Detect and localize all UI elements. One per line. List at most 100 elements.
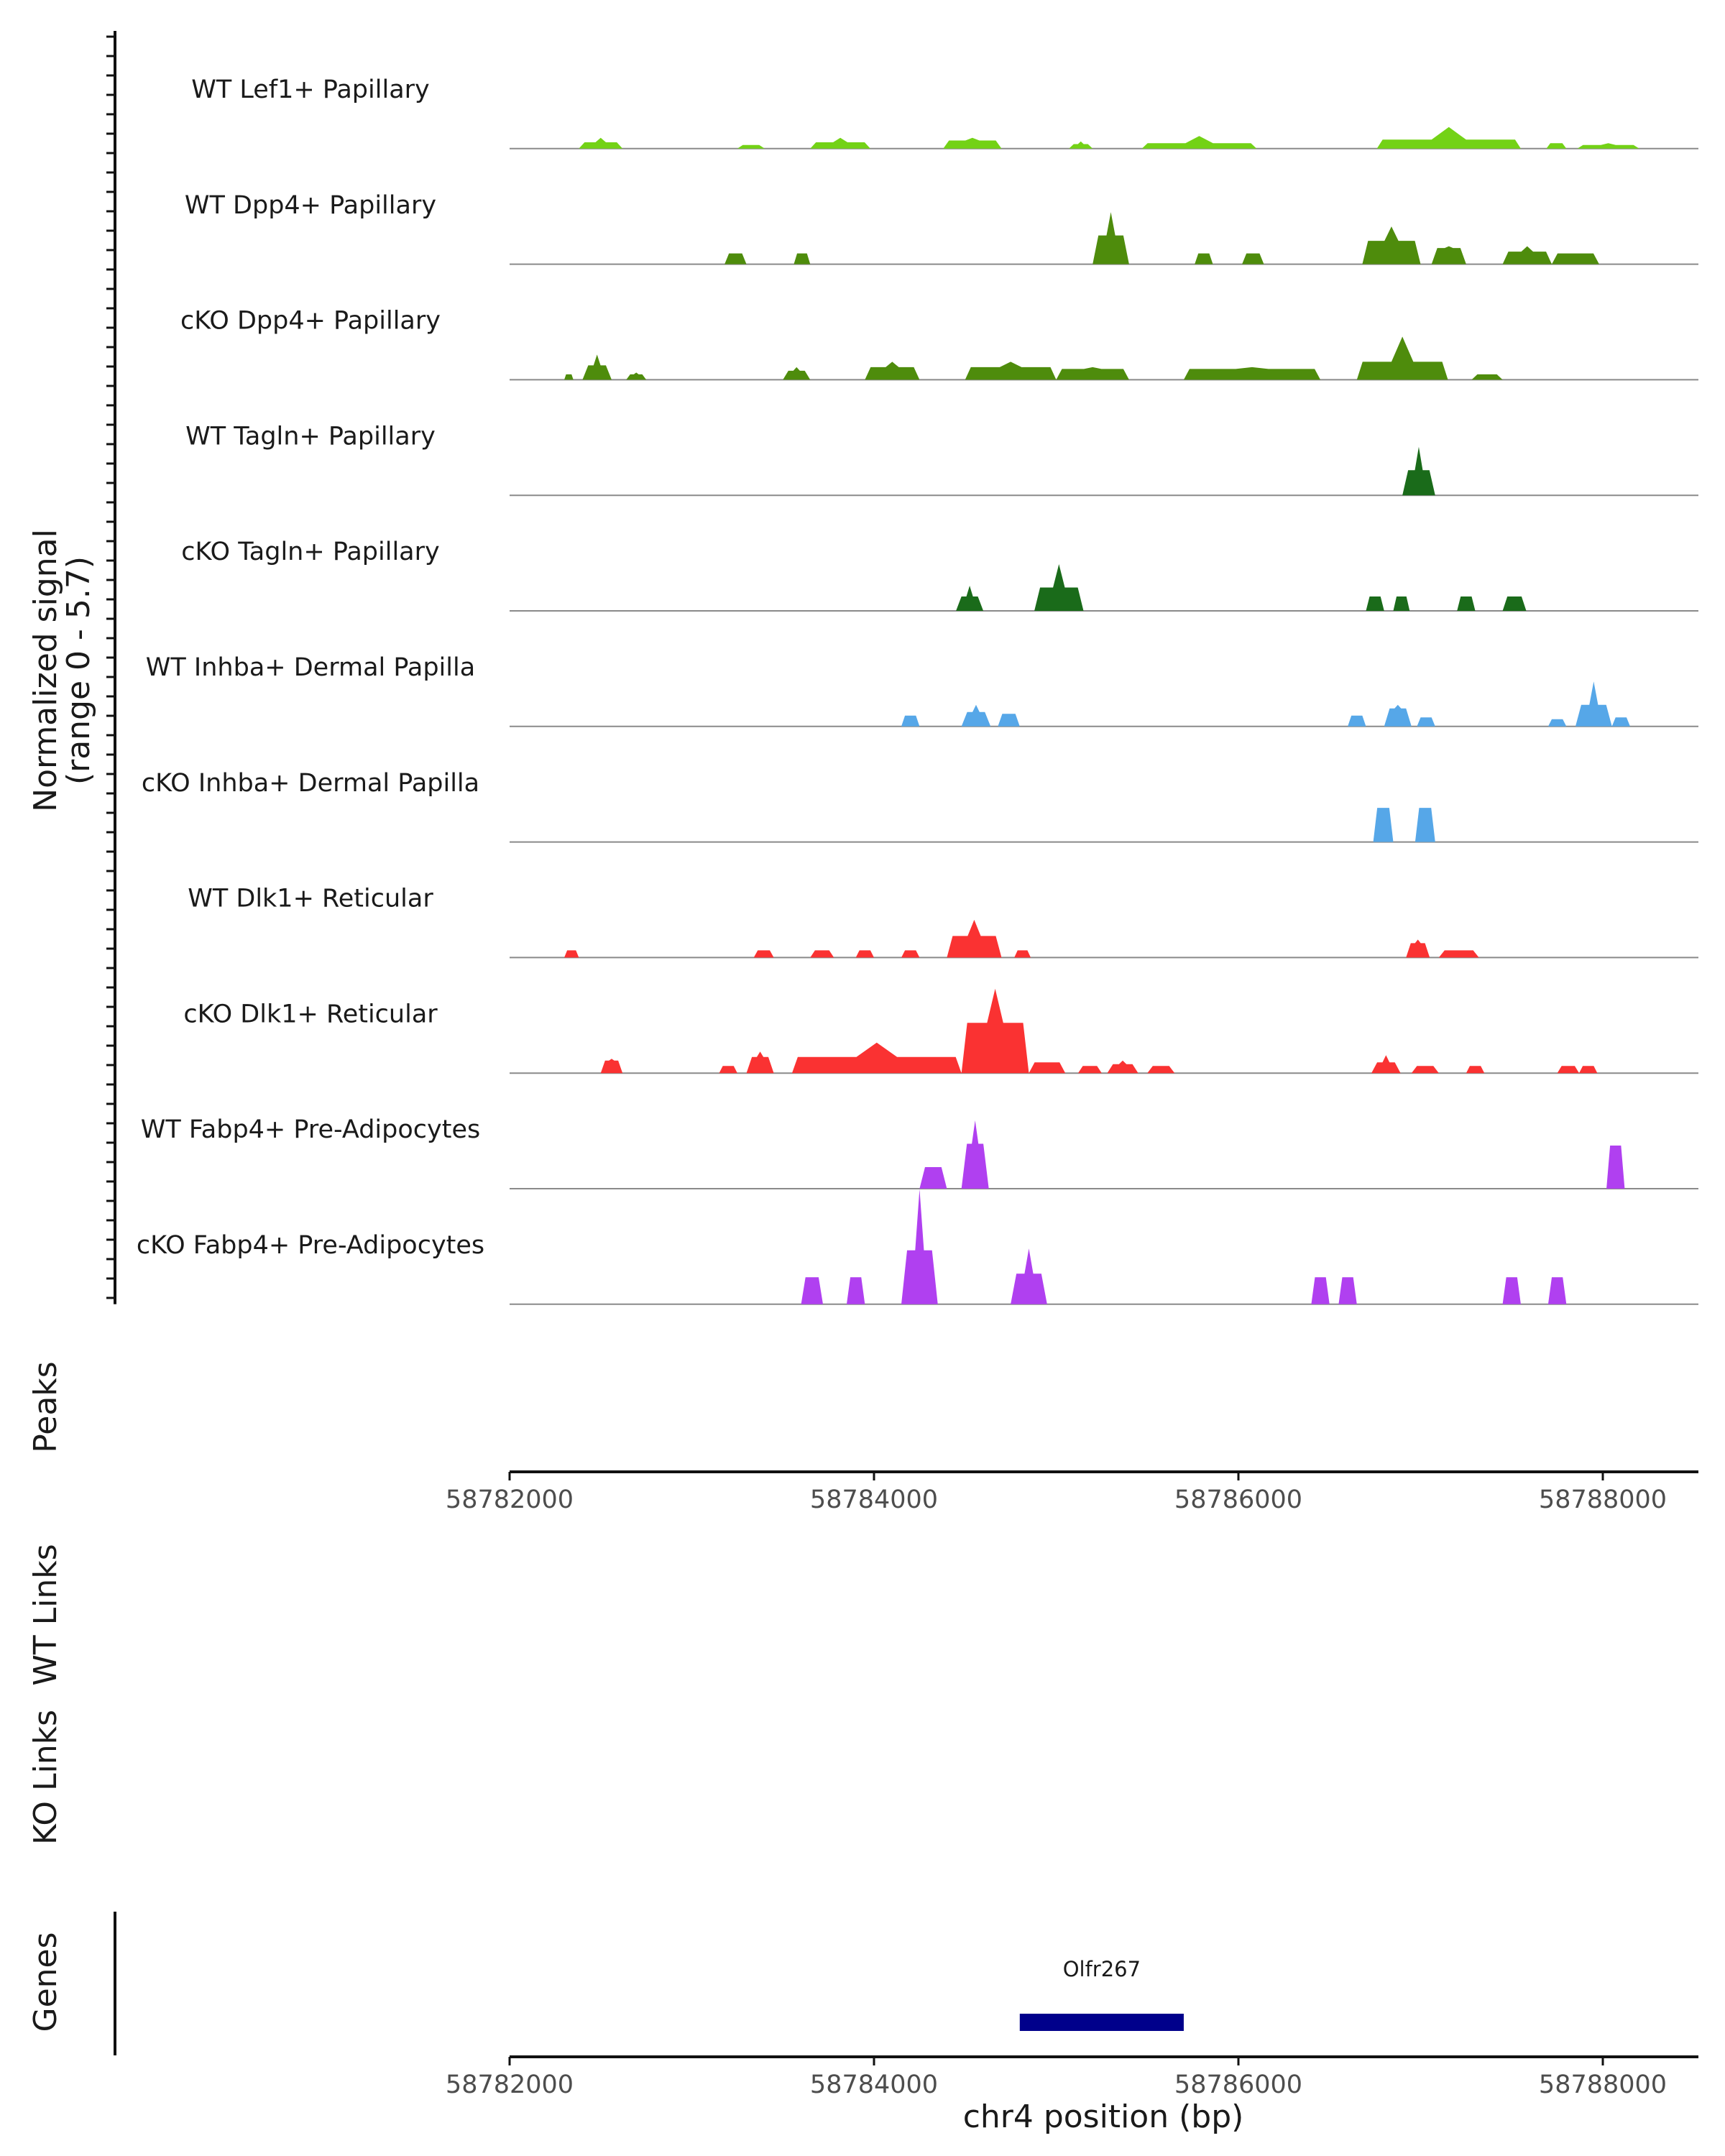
coverage-peak xyxy=(1338,1277,1357,1304)
coverage-peak xyxy=(737,144,765,149)
y-axis-title-line2: (range 0 - 5.7) xyxy=(60,556,97,785)
genes-x-axis: 58782000 58784000 58786000 58788000 xyxy=(446,2055,1698,2099)
coverage-peak xyxy=(1034,564,1084,611)
coverage-peak xyxy=(801,1277,824,1304)
coverage-peak xyxy=(1457,596,1476,611)
genes-x-tick-label: 58782000 xyxy=(446,2070,574,2099)
coverage-peak xyxy=(943,137,1002,149)
coverage-peak xyxy=(1502,246,1552,264)
gene-body xyxy=(1019,2014,1184,2031)
coverage-peak xyxy=(1502,1277,1521,1304)
coverage-peak xyxy=(1406,939,1430,958)
coverage-peak xyxy=(1577,143,1639,149)
coverage-peak xyxy=(1411,1066,1439,1074)
track-2: WT Dpp4+ Papillary xyxy=(185,191,1698,265)
coverage-peak xyxy=(1014,950,1031,958)
coverage-peak xyxy=(961,988,1029,1074)
coverage-peak xyxy=(1092,212,1129,264)
coverage-peak xyxy=(1371,1055,1401,1074)
coverage-peak xyxy=(1141,136,1257,149)
coverage-peak xyxy=(579,137,623,149)
coverage-peak xyxy=(1311,1277,1330,1304)
coverage-peak xyxy=(1069,141,1093,149)
coverage-peak xyxy=(564,950,579,958)
coverage-peak xyxy=(724,253,747,264)
peaks-track-label: Peaks xyxy=(27,1361,64,1452)
track-label: WT Tagln+ Papillary xyxy=(185,422,436,451)
coverage-peak xyxy=(1546,143,1567,149)
coverage-peak xyxy=(1393,596,1410,611)
coverage-peak xyxy=(1147,1066,1175,1074)
coverage-peak xyxy=(1606,1146,1625,1189)
coverage-peak xyxy=(961,704,991,727)
gene-track: Olfr267 xyxy=(1019,1957,1184,2031)
coverage-peak xyxy=(1029,1062,1066,1074)
coverage-peak xyxy=(901,1189,938,1304)
coverage-peak xyxy=(901,715,920,727)
coverage-peak xyxy=(1414,808,1435,842)
coverage-peak xyxy=(1384,704,1412,727)
track-label: cKO Dpp4+ Papillary xyxy=(180,307,441,336)
coverage-peak xyxy=(1056,367,1129,380)
coverage-peak xyxy=(956,586,984,611)
signal-y-axis xyxy=(106,31,116,1304)
coverage-peak xyxy=(1438,950,1479,958)
coverage-peak xyxy=(564,374,574,380)
track-9: cKO Dlk1+ Reticular xyxy=(183,988,1698,1074)
coverage-peak xyxy=(1242,253,1264,264)
coverage-peak xyxy=(582,354,612,380)
track-3: cKO Dpp4+ Papillary xyxy=(180,307,1698,381)
peaks-x-tick-label: 58782000 xyxy=(446,1485,574,1514)
coverage-peak xyxy=(746,1051,774,1074)
coverage-peak xyxy=(961,1120,989,1189)
coverage-peak xyxy=(1466,1066,1485,1074)
track-5: cKO Tagln+ Papillary xyxy=(181,538,1698,612)
track-label: WT Inhba+ Dermal Papilla xyxy=(146,653,475,682)
track-8: WT Dlk1+ Reticular xyxy=(188,885,1698,959)
peaks-x-tick-label: 58788000 xyxy=(1539,1485,1667,1514)
track-label: WT Dlk1+ Reticular xyxy=(188,885,433,913)
coverage-peak xyxy=(1376,126,1521,149)
coverage-peak xyxy=(901,950,920,958)
track-1: WT Lef1+ Papillary xyxy=(191,75,1698,149)
coverage-peak xyxy=(846,1277,865,1304)
coverage-peak xyxy=(1575,681,1612,727)
track-7: cKO Inhba+ Dermal Papilla xyxy=(142,769,1698,843)
genes-track-label: Genes xyxy=(27,1932,64,2032)
coverage-peak xyxy=(1077,1066,1102,1074)
coverage-peak xyxy=(998,714,1020,727)
track-label: WT Lef1+ Papillary xyxy=(191,75,430,104)
coverage-peak xyxy=(810,137,870,149)
coverage-peak xyxy=(1362,226,1421,264)
coverage-peak xyxy=(865,361,920,380)
coverage-peak xyxy=(1195,253,1213,264)
genes-x-tick-label: 58788000 xyxy=(1539,2070,1667,2099)
track-10: WT Fabp4+ Pre-Adipocytes xyxy=(141,1115,1698,1189)
coverage-peak xyxy=(1547,1277,1567,1304)
coverage-peak xyxy=(753,950,774,958)
coverage-peak xyxy=(1183,367,1321,380)
coverage-peak xyxy=(600,1059,623,1074)
coverage-peak xyxy=(1348,715,1366,727)
y-axis-title-line1: Normalized signal xyxy=(27,529,64,812)
coverage-peak xyxy=(1502,596,1527,611)
ko-links-track-label: KO Links xyxy=(27,1710,64,1845)
coverage-peak xyxy=(1579,1066,1598,1074)
coverage-peak xyxy=(1356,336,1448,380)
coverage-peak xyxy=(947,919,1002,958)
coverage-peak xyxy=(965,361,1057,380)
track-label: cKO Inhba+ Dermal Papilla xyxy=(142,769,479,798)
peaks-x-tick-label: 58786000 xyxy=(1174,1485,1302,1514)
track-6: WT Inhba+ Dermal Papilla xyxy=(146,653,1698,727)
coverage-peak xyxy=(1402,446,1435,496)
coverage-peak xyxy=(1417,717,1435,727)
coverage-peak xyxy=(783,367,811,380)
coverage-peak xyxy=(719,1066,737,1074)
coverage-peak xyxy=(1471,374,1503,380)
coverage-peak xyxy=(810,950,834,958)
track-label: cKO Tagln+ Papillary xyxy=(181,538,440,566)
coverage-peak xyxy=(794,253,811,264)
coverage-peak xyxy=(1547,719,1567,727)
coverage-peak xyxy=(791,1042,962,1074)
